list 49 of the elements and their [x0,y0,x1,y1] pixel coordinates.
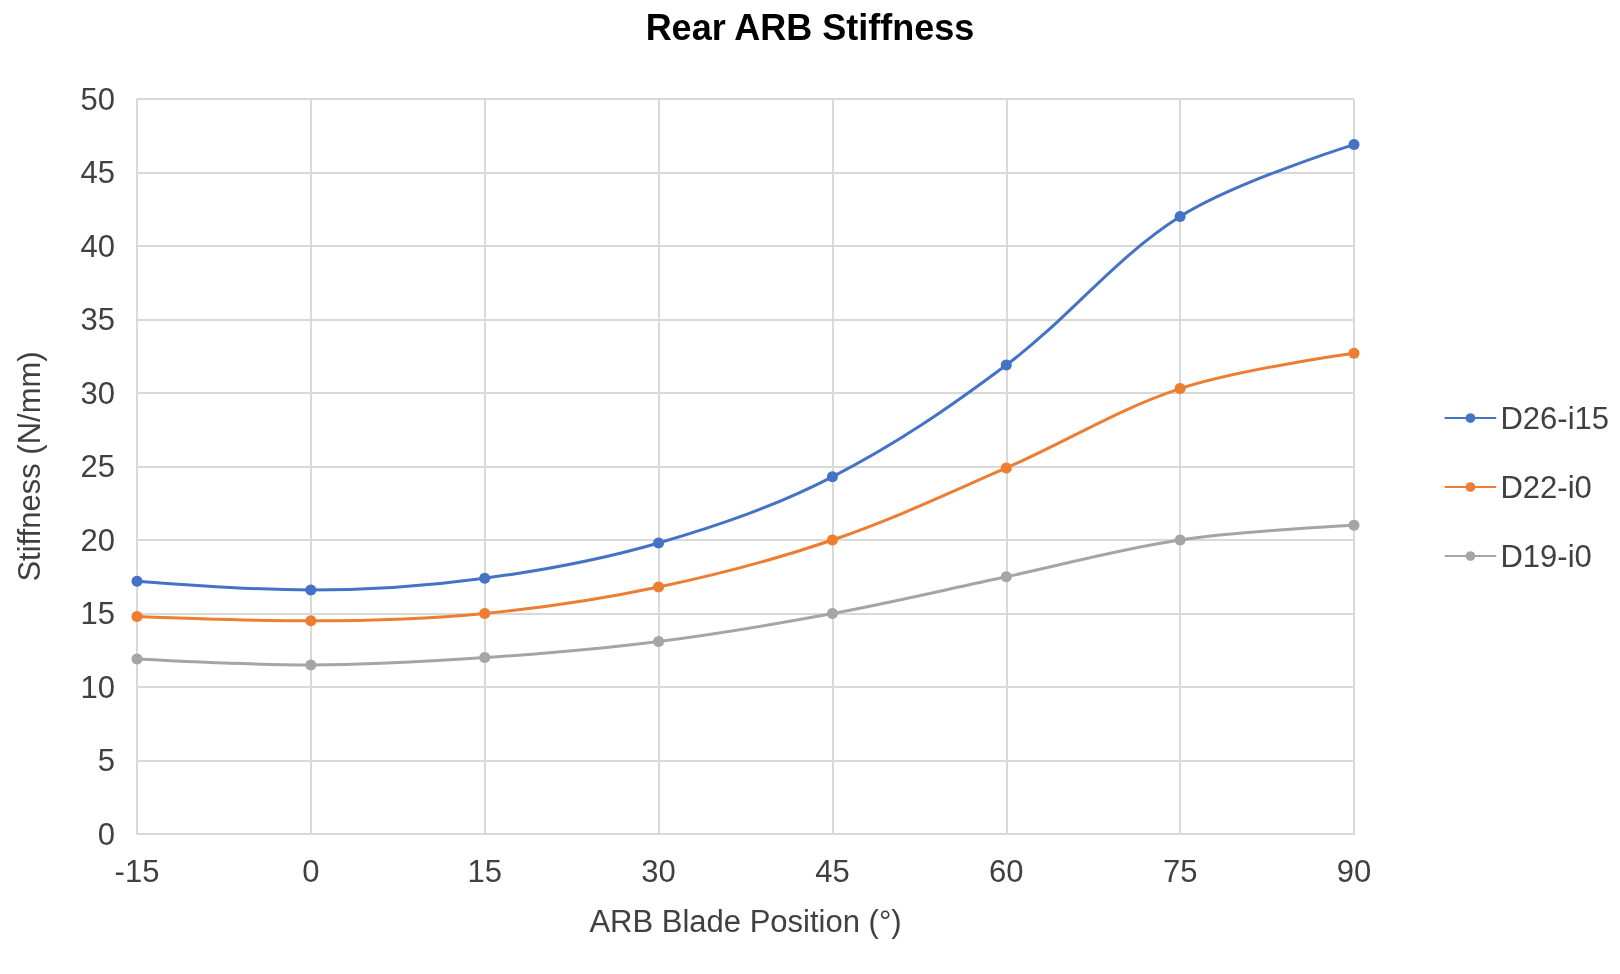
point [826,471,838,483]
point [1000,462,1012,474]
point [479,572,491,584]
point [653,537,665,549]
y-tick-label: 20 [80,522,115,558]
point [1348,139,1360,151]
y-tick-label: 5 [97,743,115,778]
point [1174,383,1186,395]
point [653,635,665,647]
legend-label: D22-i0 [1500,469,1592,505]
y-axis-title: Stiffness (N/mm) [12,351,47,582]
point [1174,534,1186,546]
chart-title: Rear ARB Stiffness [645,6,975,48]
point [305,659,317,671]
point [1348,519,1360,531]
point [1174,211,1186,223]
point [305,615,317,627]
x-axis-title: ARB Blade Position (°) [589,904,902,939]
point [1000,571,1012,583]
x-tick-label: -15 [114,854,160,889]
point [131,653,143,665]
point [1348,347,1360,359]
y-tick-label: 10 [80,669,115,705]
y-tick-label: 40 [80,228,115,264]
point [131,610,143,622]
y-tick-label: 15 [80,596,115,631]
x-tick-label: 60 [989,854,1024,889]
x-tick-label: 30 [641,854,676,889]
y-tick-label: 25 [80,449,115,484]
y-tick-label: 35 [80,302,115,337]
x-tick-label: 90 [1336,854,1372,889]
point [305,584,317,596]
point [826,534,838,546]
point [131,575,143,587]
point [479,652,491,664]
legend-label: D19-i0 [1500,538,1592,574]
point [479,608,491,619]
x-tick-label: 45 [815,854,850,889]
x-tick-label: 75 [1162,854,1198,889]
point [1000,359,1012,371]
y-tick-label: 50 [80,81,115,117]
y-tick-label: 0 [97,816,115,852]
point [826,608,838,619]
point [653,581,665,593]
x-tick-label: 15 [467,854,502,889]
x-tick-label: 0 [302,854,320,889]
y-tick-label: 30 [80,375,115,411]
legend-label: D26-i15 [1500,400,1609,436]
y-tick-label: 45 [80,155,115,190]
